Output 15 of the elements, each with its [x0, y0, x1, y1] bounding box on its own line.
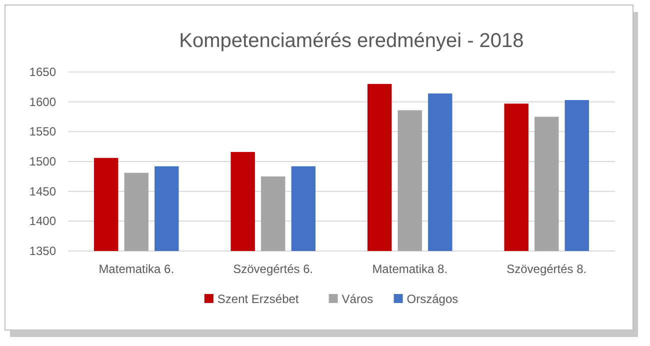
- y-tick-label: 1500: [29, 154, 56, 168]
- y-tick-label: 1600: [29, 94, 56, 109]
- y-tick-label: 1450: [29, 184, 56, 198]
- y-tick-label: 1650: [29, 65, 56, 79]
- x-tick-label: Matematika 8.: [372, 262, 448, 276]
- x-tick-label: Szövegértés 8.: [506, 262, 587, 276]
- x-tick-label: Matematika 6.: [98, 262, 174, 276]
- legend-label: Szent Erzsébet: [217, 292, 300, 306]
- chart-title: Kompetenciamérés eredményei - 2018: [179, 30, 524, 52]
- y-tick-label: 1550: [29, 124, 56, 139]
- y-tick-label: 1400: [29, 214, 56, 228]
- legend-label: Város: [342, 292, 374, 306]
- x-tick-label: Szövegértés 6.: [233, 262, 314, 276]
- legend-label: Országos: [406, 292, 458, 306]
- y-tick-label: 1350: [29, 244, 56, 258]
